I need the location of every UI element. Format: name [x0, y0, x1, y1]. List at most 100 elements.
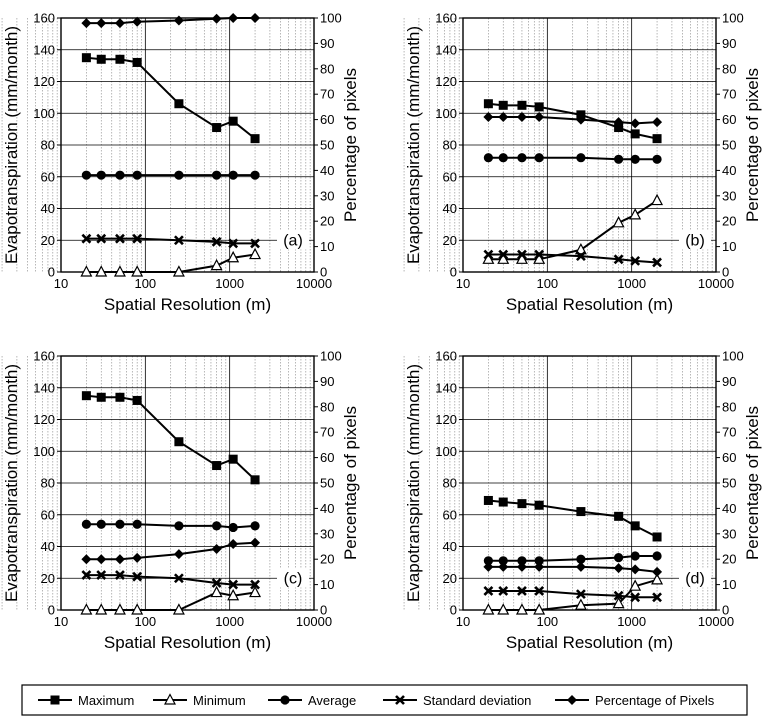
data-point [96, 170, 106, 180]
x-axis-title: Spatial Resolution (m) [506, 295, 673, 314]
data-point [483, 249, 494, 260]
data-point [516, 112, 527, 123]
y-right-tick-label: 30 [722, 526, 736, 541]
data-point [228, 579, 239, 590]
data-point [96, 570, 107, 580]
data-point [613, 117, 624, 128]
data-point [614, 123, 624, 133]
y-right-tick-label: 20 [320, 552, 334, 567]
y-left-tick-label: 20 [443, 571, 457, 586]
data-point [250, 170, 260, 180]
y2-axis-title: Percentage of pixels [341, 68, 360, 222]
data-point [227, 250, 240, 263]
y-left-tick-label: 140 [33, 42, 55, 57]
data-point [574, 242, 587, 255]
data-point [250, 134, 260, 144]
chart-panel-a: 10 100 1000 1000002040608010012014016001020… [1, 11, 360, 314]
legend-label: Average [308, 693, 356, 708]
data-point [210, 258, 223, 271]
data-point [132, 519, 142, 529]
y-left-tick-label: 140 [33, 380, 55, 395]
data-point [81, 391, 91, 401]
legend-item: Average [268, 693, 356, 708]
y2-axis-title: Percentage of pixels [743, 68, 762, 222]
data-point [614, 154, 624, 164]
data-point [612, 596, 625, 609]
y-right-tick-label: 20 [722, 214, 736, 229]
data-point [96, 233, 107, 244]
data-point [652, 566, 663, 577]
data-point [115, 233, 125, 244]
data-point [483, 556, 493, 566]
data-point [173, 235, 184, 246]
data-point [517, 100, 527, 110]
y-right-tick-label: 0 [320, 603, 327, 618]
y-left-tick-label: 140 [435, 42, 457, 57]
data-point [517, 586, 527, 596]
data-point [515, 603, 528, 615]
data-point [534, 112, 545, 123]
y-left-tick-label: 60 [443, 507, 457, 522]
y-left-tick-label: 20 [41, 571, 55, 586]
data-point [95, 603, 108, 615]
data-point [132, 395, 142, 405]
data-point [614, 511, 624, 521]
y-left-tick-label: 100 [435, 106, 457, 121]
data-point [172, 265, 185, 277]
data-point [249, 585, 262, 598]
y-right-tick-label: 50 [722, 138, 736, 153]
panel-label: (a) [283, 232, 303, 249]
y-left-tick-label: 40 [443, 539, 457, 554]
plot-frame [60, 17, 315, 273]
data-point [96, 18, 107, 29]
y-axis-title: Evapotranspiration (mm/month) [404, 364, 423, 602]
y-left-tick-label: 100 [33, 444, 55, 459]
y-right-tick-label: 80 [320, 399, 334, 414]
y-right-tick-label: 100 [722, 11, 744, 26]
y-left-tick-label: 100 [33, 106, 55, 121]
legend: Maximum Minimum Average Standard deviation P… [21, 684, 748, 716]
data-point [114, 18, 125, 29]
data-point [132, 16, 143, 27]
x-tick-label: 10 [54, 276, 68, 291]
x-tick-label: 100 [134, 276, 156, 291]
data-point [629, 208, 642, 220]
data-point [131, 603, 144, 615]
data-point [228, 538, 239, 549]
data-point [534, 500, 544, 510]
y-left-tick-label: 40 [443, 201, 457, 216]
plot-frame [462, 17, 717, 273]
y-right-tick-label: 30 [320, 188, 334, 203]
data-point [81, 233, 92, 244]
data-point [630, 154, 640, 164]
y-left-tick-label: 40 [41, 539, 55, 554]
y-right-tick-label: 10 [722, 239, 736, 254]
x-tick-label: 100 [134, 614, 156, 629]
y-right-tick-label: 70 [320, 425, 334, 440]
y-right-tick-label: 70 [722, 425, 736, 440]
data-point [210, 585, 223, 598]
y-left-tick-label: 80 [41, 476, 55, 491]
legend-label: Maximum [78, 693, 134, 708]
data-point [630, 129, 640, 139]
data-point [228, 522, 238, 533]
data-point [115, 392, 125, 402]
series-average [81, 519, 260, 533]
y-right-tick-label: 0 [722, 265, 729, 280]
data-point [228, 238, 239, 249]
data-point [613, 590, 624, 601]
data-point [498, 497, 508, 507]
data-point [250, 13, 261, 23]
data-point [212, 170, 222, 180]
data-point [211, 236, 222, 247]
data-point [81, 554, 92, 565]
data-point [576, 507, 586, 517]
data-point [483, 561, 494, 572]
y-right-tick-label: 40 [722, 163, 736, 178]
y-right-tick-label: 60 [320, 112, 334, 127]
data-point [575, 251, 586, 262]
data-point [250, 238, 260, 249]
data-point [131, 265, 144, 277]
legend-marker [567, 695, 577, 705]
x-tick-label: 1000 [617, 276, 646, 291]
